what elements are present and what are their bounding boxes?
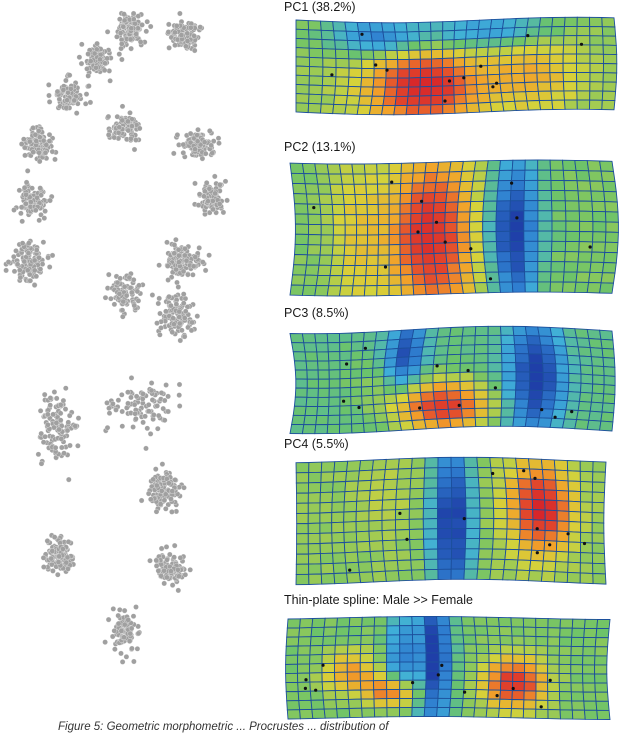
landmark-cluster-2 xyxy=(165,10,205,54)
panel-title-pc4: PC4 (5.5%) xyxy=(284,437,349,451)
deformation-grid-1 xyxy=(295,16,618,116)
landmark-cluster-18 xyxy=(147,542,193,594)
landmark-cluster-13 xyxy=(154,284,201,344)
landmark-scatter xyxy=(3,10,230,665)
landmark-cluster-12 xyxy=(102,270,156,320)
landmark-cluster-16 xyxy=(138,461,187,515)
panel-title-pc2: PC2 (13.1%) xyxy=(284,140,356,154)
panel-title-pc1: PC1 (38.2%) xyxy=(284,0,356,14)
panel-title-tps: Thin-plate spline: Male >> Female xyxy=(284,593,473,607)
landmark-cluster-7 xyxy=(18,123,59,174)
deformation-grid-5 xyxy=(285,616,611,720)
landmark-cluster-8 xyxy=(192,173,230,217)
deformation-grids xyxy=(285,16,619,720)
landmark-cluster-4 xyxy=(46,71,94,116)
deformation-grid-4 xyxy=(295,456,607,586)
landmark-cluster-10 xyxy=(156,236,212,286)
landmark-cluster-3 xyxy=(76,29,125,84)
figure-caption: Figure 5: Geometric morphometric ... Pro… xyxy=(58,721,389,733)
landmark-cluster-9 xyxy=(11,179,55,225)
landmark-cluster-15 xyxy=(35,385,82,483)
landmark-cluster-14 xyxy=(103,375,183,452)
deformation-grid-2 xyxy=(289,159,619,297)
landmark-cluster-17 xyxy=(40,532,77,578)
landmark-cluster-19 xyxy=(102,604,143,665)
landmark-cluster-5 xyxy=(104,103,143,153)
deformation-grid-3 xyxy=(289,325,616,435)
landmark-cluster-1 xyxy=(114,10,154,52)
landmark-cluster-11 xyxy=(3,238,56,288)
landmark-cluster-6 xyxy=(171,126,222,162)
panel-title-pc3: PC3 (8.5%) xyxy=(284,306,349,320)
